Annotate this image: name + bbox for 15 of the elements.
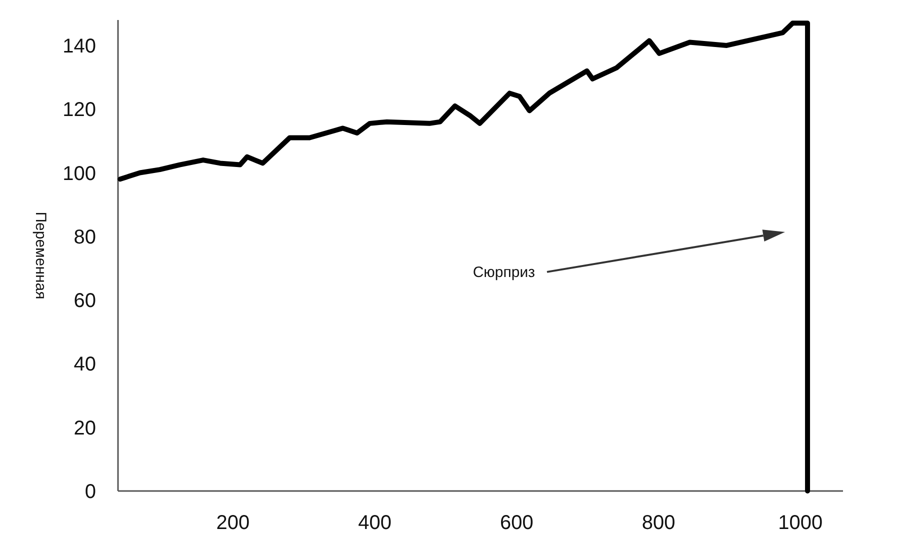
x-tick-label: 200 bbox=[216, 512, 250, 534]
y-tick-label: 120 bbox=[62, 99, 96, 122]
y-tick-label: 40 bbox=[74, 354, 96, 376]
y-tick-label: 140 bbox=[62, 35, 96, 58]
y-tick-label: 60 bbox=[74, 290, 96, 312]
y-tick-label: 0 bbox=[84, 481, 96, 503]
y-tick-label: 80 bbox=[74, 226, 96, 248]
y-axis-title: Переменная bbox=[32, 212, 49, 300]
x-tick-label: 400 bbox=[358, 512, 392, 534]
x-tick-label: 1000 bbox=[778, 512, 823, 534]
y-tick-label: 20 bbox=[74, 417, 96, 440]
x-tick-label: 800 bbox=[642, 512, 676, 534]
x-tick-label: 600 bbox=[500, 512, 534, 534]
annotation: Сюрприз bbox=[472, 264, 536, 282]
y-tick-label: 100 bbox=[62, 162, 96, 185]
